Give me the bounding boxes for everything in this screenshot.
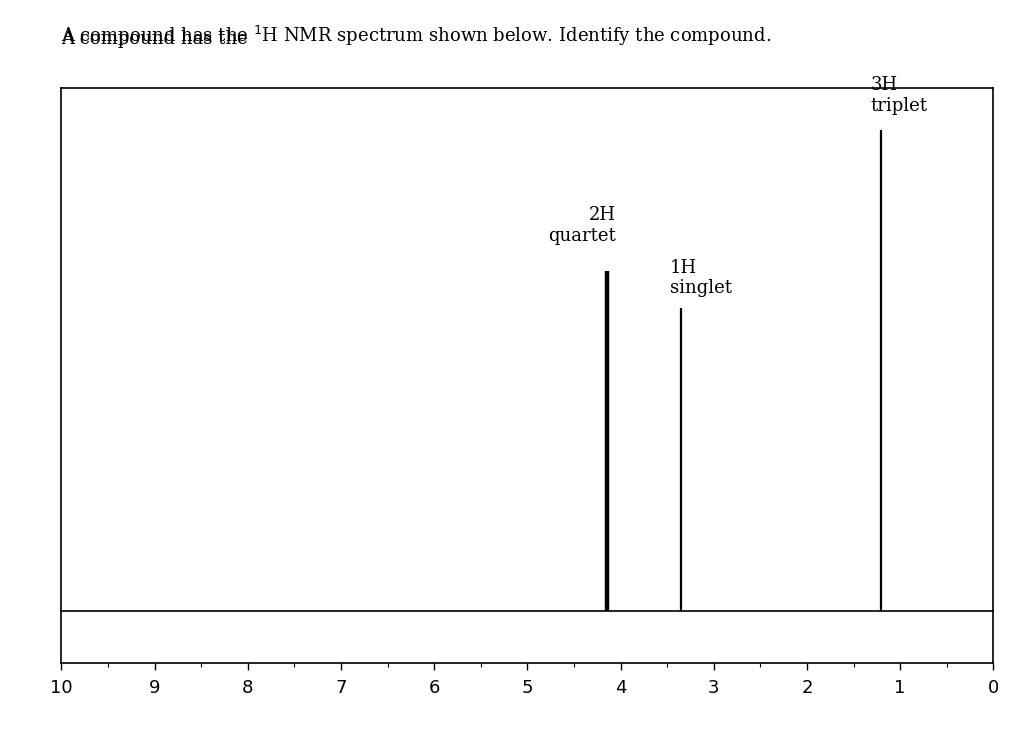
Text: 1H
singlet: 1H singlet [670, 259, 732, 298]
Text: A compound has the $^1$H NMR spectrum shown below. Identify the compound.: A compound has the $^1$H NMR spectrum sh… [61, 24, 772, 48]
Text: A compound has the: A compound has the [61, 30, 254, 48]
Text: 3H
triplet: 3H triplet [870, 76, 928, 114]
Text: 2H
quartet: 2H quartet [548, 206, 615, 245]
